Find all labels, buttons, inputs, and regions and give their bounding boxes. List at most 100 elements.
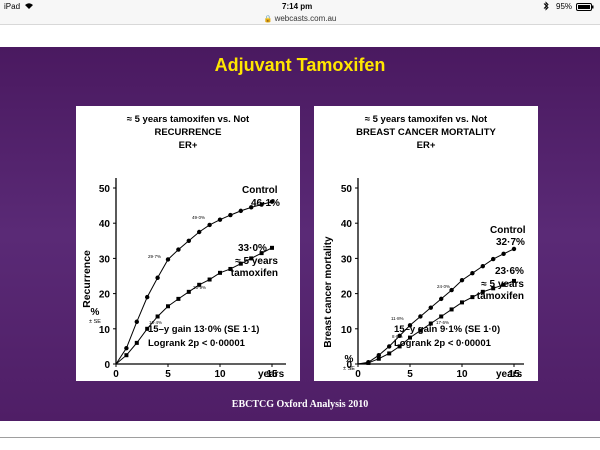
chart-title-line-1: ≈ 5 years tamoxifen vs. Not — [365, 114, 488, 125]
y-tick-label: 50 — [341, 184, 353, 195]
mortality-panel: ≈ 5 years tamoxifen vs. Not BREAST CANCE… — [314, 106, 538, 381]
control-legend-value: 32·7% — [496, 237, 525, 248]
x-tick-label: 0 — [355, 369, 361, 380]
chart-title-line-2: BREAST CANCER MORTALITY — [356, 127, 496, 138]
control-point — [459, 278, 465, 283]
tamoxifen-point — [512, 278, 516, 283]
x-unit-label: years — [496, 369, 523, 380]
control-point — [491, 256, 496, 262]
x-unit-label: years — [258, 369, 285, 380]
y-tick-label: 30 — [341, 254, 353, 265]
tamoxifen-point — [460, 300, 464, 305]
control-point — [207, 222, 212, 228]
point-label-8: 8·8% — [392, 334, 403, 339]
tamoxifen-point — [366, 360, 371, 365]
x-tick-label: 5 — [165, 369, 171, 380]
recurrence-panel: ≈ 5 years tamoxifen vs. Not RECURRENCE E… — [76, 106, 300, 381]
y-ticks: 0 10 20 30 40 50 — [341, 184, 358, 371]
logrank-annotation: Logrank 2p < 0·00001 — [148, 338, 246, 349]
control-point — [155, 275, 160, 280]
tamoxifen-point — [397, 344, 402, 349]
tamoxifen-point — [259, 251, 264, 256]
control-point — [480, 263, 485, 269]
control-point — [165, 257, 171, 262]
tamoxifen-point — [491, 286, 496, 291]
tamoxifen-point — [124, 353, 129, 358]
control-legend-name: Control — [490, 225, 526, 236]
x-ticks: 0 5 10 15 — [355, 364, 520, 380]
logrank-annotation: Logrank 2p < 0·00001 — [394, 338, 492, 349]
device-label: iPad — [4, 2, 21, 11]
gain-annotation: 15–y gain 13·0% (SE 1·1) — [148, 324, 259, 335]
tamoxifen-point — [501, 282, 506, 287]
tamoxifen-point — [176, 296, 181, 301]
tamoxifen-point — [228, 266, 233, 271]
control-point — [124, 345, 129, 351]
point-label-16: 16·4% — [149, 320, 162, 325]
tamoxifen-point — [449, 307, 454, 312]
control-point — [407, 323, 413, 328]
control-point — [145, 294, 150, 300]
tamoxifen-point — [270, 245, 274, 250]
tamoxifen-point — [145, 326, 150, 331]
tamoxifen-legend-name: ≈ 5 years tamoxifen — [477, 279, 525, 302]
tamoxifen-legend-name: ≈ 5 years tamoxifen — [231, 256, 279, 279]
control-point — [228, 212, 233, 218]
control-point — [238, 208, 243, 214]
clock: 7:14 pm — [282, 2, 313, 11]
tamoxifen-point — [238, 261, 243, 266]
control-point — [269, 199, 275, 204]
tamoxifen-point — [197, 282, 202, 287]
y-tick-label: 20 — [99, 290, 111, 301]
chart-title-line-1: ≈ 5 years tamoxifen vs. Not — [127, 114, 250, 125]
url-text: webcasts.com.au — [274, 14, 337, 23]
tamoxifen-point — [470, 295, 475, 300]
y-axis-label: Recurrence — [81, 250, 93, 308]
control-legend-name: Control — [242, 185, 278, 196]
x-ticks: 0 5 10 15 — [113, 364, 278, 380]
url-bar[interactable]: 🔒 webcasts.com.au — [0, 14, 600, 25]
tamoxifen-point — [186, 289, 191, 294]
control-point — [428, 305, 433, 310]
chart-title-line-3: ER+ — [417, 140, 436, 151]
control-point — [376, 353, 381, 358]
control-point — [501, 251, 506, 257]
tamoxifen-point — [418, 328, 423, 333]
series-line-control — [357, 248, 515, 365]
series-line-tamoxifen — [115, 247, 273, 365]
point-label-29: 29·7% — [148, 254, 161, 259]
tamoxifen-point — [387, 351, 392, 356]
battery-icon — [576, 3, 594, 13]
x-tick-label: 10 — [456, 369, 468, 380]
point-label-24: 24·0% — [437, 284, 450, 289]
control-point — [217, 217, 223, 222]
point-label-17: 17·6% — [436, 320, 449, 325]
point-label-49: 49·0% — [192, 215, 205, 220]
slide-credit: EBCTCG Oxford Analysis 2010 — [231, 399, 369, 410]
mortality-chart: ≈ 5 years tamoxifen vs. Not BREAST CANCE… — [323, 114, 526, 380]
slide: Adjuvant Tamoxifen ≈ 5 years tamoxifen v… — [0, 47, 600, 421]
slide-title: Adjuvant Tamoxifen — [214, 55, 386, 75]
y-tick-label: 30 — [99, 254, 111, 265]
y-se-label: ± SE — [89, 319, 101, 325]
y-se-label: ± SE — [343, 366, 355, 372]
y-tick-label: 10 — [341, 325, 353, 336]
x-tick-label: 0 — [113, 369, 119, 380]
tamoxifen-end-value: 23·6% — [495, 266, 524, 277]
tamoxifen-point — [428, 321, 433, 326]
battery-percent: 95% — [556, 2, 573, 11]
tamoxifen-point — [155, 314, 160, 319]
gain-annotation: 15–y gain 9·1% (SE 1·0) — [394, 324, 500, 335]
series-group — [115, 199, 275, 365]
point-label-11: 11·8% — [391, 316, 404, 321]
control-point — [197, 229, 202, 235]
recurrence-chart: ≈ 5 years tamoxifen vs. Not RECURRENCE E… — [81, 114, 286, 380]
y-axis-label: Breast cancer mortality — [323, 236, 334, 348]
y-unit-label: % — [91, 307, 100, 318]
control-point — [387, 344, 392, 349]
tamoxifen-point — [134, 340, 139, 345]
control-point — [418, 314, 423, 319]
x-tick-label: 5 — [407, 369, 413, 380]
y-tick-label: 50 — [99, 184, 111, 195]
page-divider — [0, 437, 600, 438]
